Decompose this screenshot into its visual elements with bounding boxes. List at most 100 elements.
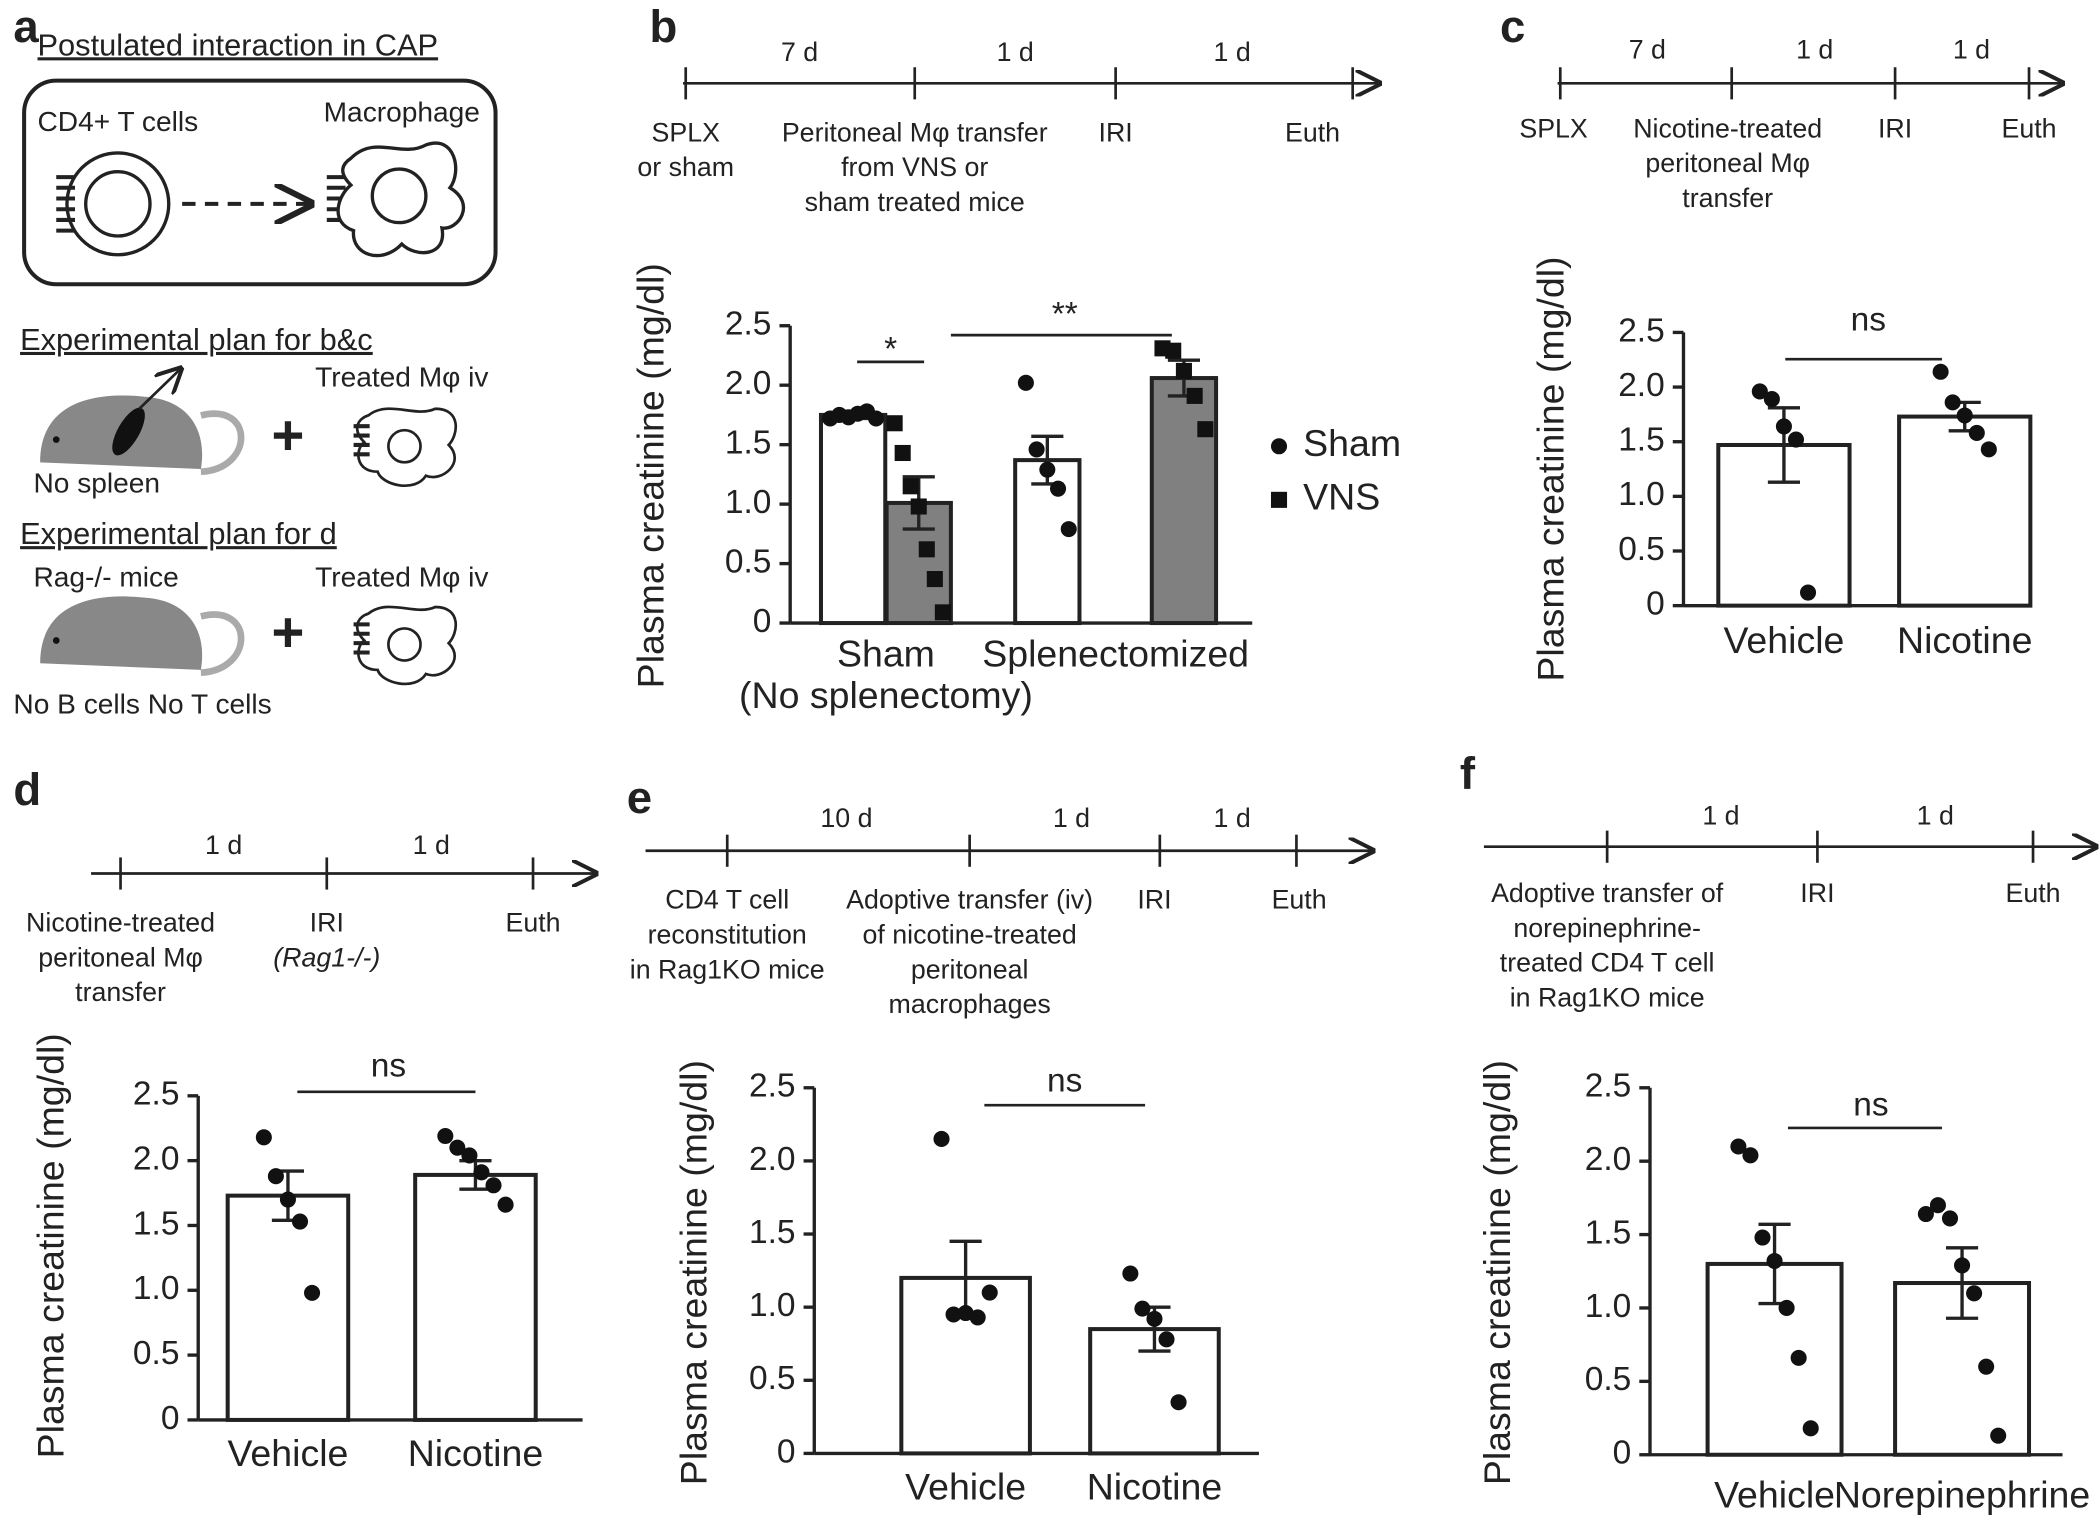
- event-label: Nicotine-treated: [26, 907, 215, 937]
- plan-title: Experimental plan for d: [20, 516, 337, 551]
- arrow: [138, 369, 181, 410]
- y-tick-label: 2.5: [725, 306, 772, 343]
- event-label: peritoneal: [911, 954, 1029, 984]
- significance-label: ns: [1851, 302, 1886, 339]
- y-tick-label: 1.5: [133, 1205, 180, 1242]
- y-tick-label: 1.0: [725, 484, 772, 521]
- y-tick-label: 0: [1613, 1435, 1632, 1472]
- event-label: peritoneal Mφ: [1645, 148, 1810, 178]
- event-label: IRI: [1878, 113, 1912, 143]
- data-point: [1790, 1349, 1807, 1366]
- data-point: [934, 604, 951, 621]
- data-point: [1742, 1147, 1759, 1164]
- y-tick-label: 1.5: [1585, 1214, 1632, 1251]
- data-point: [1165, 342, 1182, 359]
- mouse-tail: [200, 611, 245, 676]
- receptors: [56, 175, 346, 233]
- data-point: [1954, 1257, 1971, 1274]
- event-label: from VNS or: [841, 152, 988, 182]
- x-tick-label: Vehicle: [905, 1465, 1026, 1507]
- x-tick-label: Vehicle: [227, 1432, 348, 1474]
- event-label: SPLX: [651, 117, 720, 147]
- bar: [413, 1172, 538, 1422]
- x-tick-label: Vehicle: [1723, 619, 1844, 661]
- data-point: [304, 1284, 321, 1301]
- event-label: of nicotine-treated: [863, 920, 1077, 950]
- event-label: (Rag1-/-): [273, 942, 380, 972]
- x-tick-label: Vehicle: [1714, 1474, 1835, 1516]
- receptors: [353, 424, 370, 457]
- y-tick-label: 2.5: [1618, 312, 1665, 349]
- x-tick-label: Nicotine: [1087, 1465, 1222, 1507]
- y-tick-label: 0.5: [1585, 1361, 1632, 1398]
- significance-label: ns: [1853, 1086, 1888, 1123]
- mouse: [40, 596, 203, 670]
- data-point: [1932, 363, 1949, 380]
- data-point: [945, 1306, 962, 1323]
- y-tick-label: 2.5: [133, 1076, 180, 1113]
- y-tick-label: 2.0: [749, 1141, 796, 1178]
- bar: [1149, 376, 1219, 626]
- event-label: in Rag1KO mice: [1510, 982, 1705, 1012]
- data-point: [1956, 407, 1973, 424]
- y-tick-label: 1.0: [749, 1287, 796, 1324]
- data-point: [461, 1147, 478, 1164]
- event-label: Euth: [1272, 885, 1327, 915]
- bar: [1897, 414, 2033, 608]
- y-tick-label: 2.0: [725, 365, 772, 402]
- macrophage-nucleus: [387, 627, 422, 662]
- data-point: [1175, 362, 1192, 379]
- mouse-tail: [200, 410, 245, 476]
- event-label: IRI: [1137, 885, 1171, 915]
- cell-label: Macrophage: [324, 97, 480, 128]
- data-point: [1146, 1310, 1163, 1327]
- y-axis-label: Plasma creatinine (mg/dl): [1529, 256, 1571, 681]
- data-point: [1978, 1358, 1995, 1375]
- interval-label: 1 d: [1214, 37, 1251, 67]
- panel-label: d: [13, 764, 41, 815]
- y-tick-label: 2.0: [1585, 1141, 1632, 1178]
- x-tick-label: (No splenectomy): [739, 674, 1033, 716]
- data-point: [497, 1196, 514, 1213]
- data-point: [1775, 418, 1792, 435]
- interval-label: 1 d: [1702, 800, 1739, 830]
- plan-text: Rag-/- mice: [33, 561, 178, 592]
- data-point: [1787, 431, 1805, 448]
- x-tick-label: Sham: [837, 632, 935, 674]
- y-tick-label: 0: [1646, 585, 1665, 622]
- data-point: [910, 498, 927, 515]
- y-axis-label: Plasma creatinine (mg/dl): [629, 263, 671, 688]
- data-point: [1197, 421, 1214, 438]
- event-label: Adoptive transfer (iv): [846, 885, 1093, 915]
- data-point: [981, 1284, 998, 1301]
- plan-text: No spleen: [33, 468, 160, 499]
- event-label: Nicotine-treated: [1633, 113, 1822, 143]
- y-axis-label: Plasma creatinine (mg/dl): [29, 1033, 71, 1458]
- event-label: Adoptive transfer of: [1491, 878, 1724, 908]
- plan-text: Treated Mφ iv: [315, 362, 488, 393]
- data-point: [1039, 461, 1056, 478]
- y-tick-label: 0: [753, 603, 772, 640]
- y-tick-label: 2.5: [749, 1068, 796, 1105]
- interval-label: 1 d: [413, 830, 450, 860]
- macrophage-nucleus: [387, 428, 422, 464]
- data-point: [969, 1309, 986, 1326]
- legend-label: Sham: [1303, 422, 1401, 464]
- event-label: transfer: [1682, 183, 1773, 213]
- event-label: SPLX: [1519, 113, 1588, 143]
- data-point: [485, 1177, 502, 1194]
- data-point: [1929, 1197, 1946, 1214]
- y-tick-label: 0: [161, 1400, 180, 1437]
- data-point: [255, 1129, 272, 1146]
- interval-label: 7 d: [781, 37, 818, 67]
- data-point: [1186, 387, 1203, 404]
- legend-marker: [1270, 491, 1288, 508]
- macrophage-nucleus: [370, 167, 428, 225]
- data-point: [926, 571, 943, 588]
- bar: [225, 1193, 351, 1422]
- mouse-eye: [52, 436, 60, 443]
- significance-label: *: [884, 331, 897, 368]
- bar: [818, 412, 888, 626]
- diagram-title: Postulated interaction in CAP: [38, 27, 439, 62]
